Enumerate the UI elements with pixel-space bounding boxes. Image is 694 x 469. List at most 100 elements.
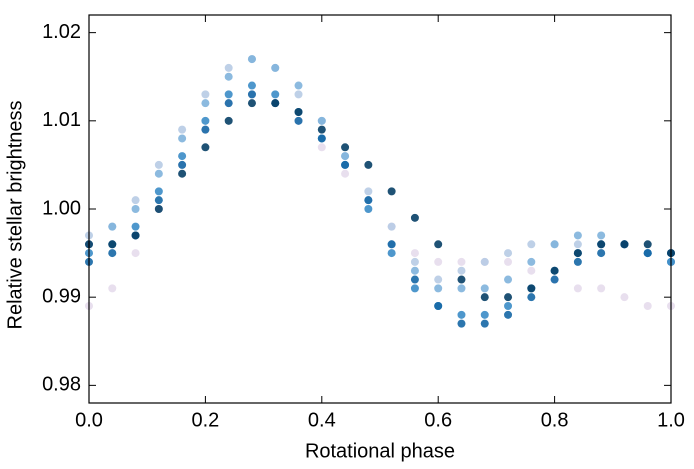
data-point: [457, 266, 466, 275]
data-point: [364, 160, 373, 169]
data-point: [341, 143, 350, 152]
x-tick-label: 0.8: [541, 409, 569, 431]
data-point: [108, 249, 117, 258]
plot-frame: [88, 14, 672, 404]
data-point: [527, 293, 536, 302]
data-point: [643, 302, 652, 310]
data-point: [364, 205, 373, 213]
data-point: [201, 125, 210, 134]
data-point: [317, 116, 326, 125]
data-point: [131, 196, 140, 205]
data-point: [247, 90, 256, 99]
y-axis-label: Relative stellar brightness: [4, 101, 26, 330]
x-tick-label: 0.0: [75, 409, 103, 431]
data-point: [597, 240, 606, 249]
data-point: [573, 231, 582, 240]
data-point: [178, 169, 187, 178]
data-point: [410, 257, 419, 266]
data-point: [504, 275, 513, 284]
data-point: [550, 266, 559, 275]
data-point: [550, 240, 559, 249]
data-point: [224, 116, 233, 125]
x-tick-label: 1.0: [657, 409, 685, 431]
data-point: [341, 152, 350, 161]
data-point: [224, 72, 233, 81]
data-point: [294, 116, 303, 125]
data-point: [434, 240, 443, 249]
data-point: [108, 222, 117, 231]
data-point: [387, 249, 396, 258]
data-point: [480, 293, 489, 302]
data-point: [224, 90, 233, 99]
data-point: [131, 231, 140, 240]
y-tick-label: 1.02: [42, 21, 81, 43]
data-point: [457, 257, 466, 266]
data-point: [504, 302, 513, 310]
data-point: [108, 284, 117, 293]
data-point: [620, 293, 629, 302]
y-tick-label: 0.98: [42, 374, 81, 396]
data-point: [480, 284, 489, 293]
x-tick-label: 0.2: [191, 409, 219, 431]
data-point: [154, 169, 163, 178]
data-point: [434, 257, 443, 266]
data-point: [154, 160, 163, 169]
data-point: [573, 240, 582, 249]
data-point: [131, 222, 140, 231]
data-point: [480, 257, 489, 266]
x-axis-label: Rotational phase: [305, 440, 455, 462]
data-point: [178, 152, 187, 161]
data-point: [271, 63, 280, 72]
data-point: [317, 125, 326, 134]
data-point: [457, 275, 466, 284]
data-point: [573, 249, 582, 258]
data-point: [504, 257, 513, 266]
data-point: [620, 240, 629, 249]
data-point: [317, 143, 326, 152]
data-point: [504, 249, 513, 258]
data-point: [178, 160, 187, 169]
data-point: [131, 249, 140, 258]
data-point: [597, 249, 606, 258]
data-point: [480, 310, 489, 319]
data-point: [364, 187, 373, 196]
data-point: [108, 240, 117, 249]
data-point: [410, 213, 419, 222]
data-point: [573, 257, 582, 266]
data-point: [341, 169, 350, 178]
data-point: [643, 249, 652, 258]
data-point: [271, 90, 280, 99]
data-point: [527, 284, 536, 293]
data-point: [224, 63, 233, 72]
data-point: [294, 108, 303, 116]
data-point: [294, 81, 303, 90]
data-point: [573, 284, 582, 293]
data-point: [410, 275, 419, 284]
y-tick-label: 0.99: [42, 285, 81, 307]
data-point: [247, 55, 256, 64]
x-tick-label: 0.6: [424, 409, 452, 431]
data-point: [410, 266, 419, 275]
data-point: [178, 134, 187, 143]
x-tick-label: 0.4: [308, 409, 336, 431]
data-point: [178, 125, 187, 134]
data-point: [457, 310, 466, 319]
data-point: [154, 196, 163, 205]
data-point: [504, 310, 513, 319]
data-point: [457, 319, 466, 328]
data-point: [410, 284, 419, 293]
data-point: [154, 205, 163, 213]
data-point: [527, 266, 536, 275]
data-point: [364, 196, 373, 205]
data-point: [201, 143, 210, 152]
data-point: [271, 99, 280, 108]
data-point: [457, 284, 466, 293]
y-tick-label: 1.01: [42, 109, 81, 131]
data-point: [247, 99, 256, 108]
data-point: [131, 205, 140, 213]
data-point: [387, 240, 396, 249]
data-point: [643, 240, 652, 249]
data-point: [341, 160, 350, 169]
data-point: [387, 187, 396, 196]
